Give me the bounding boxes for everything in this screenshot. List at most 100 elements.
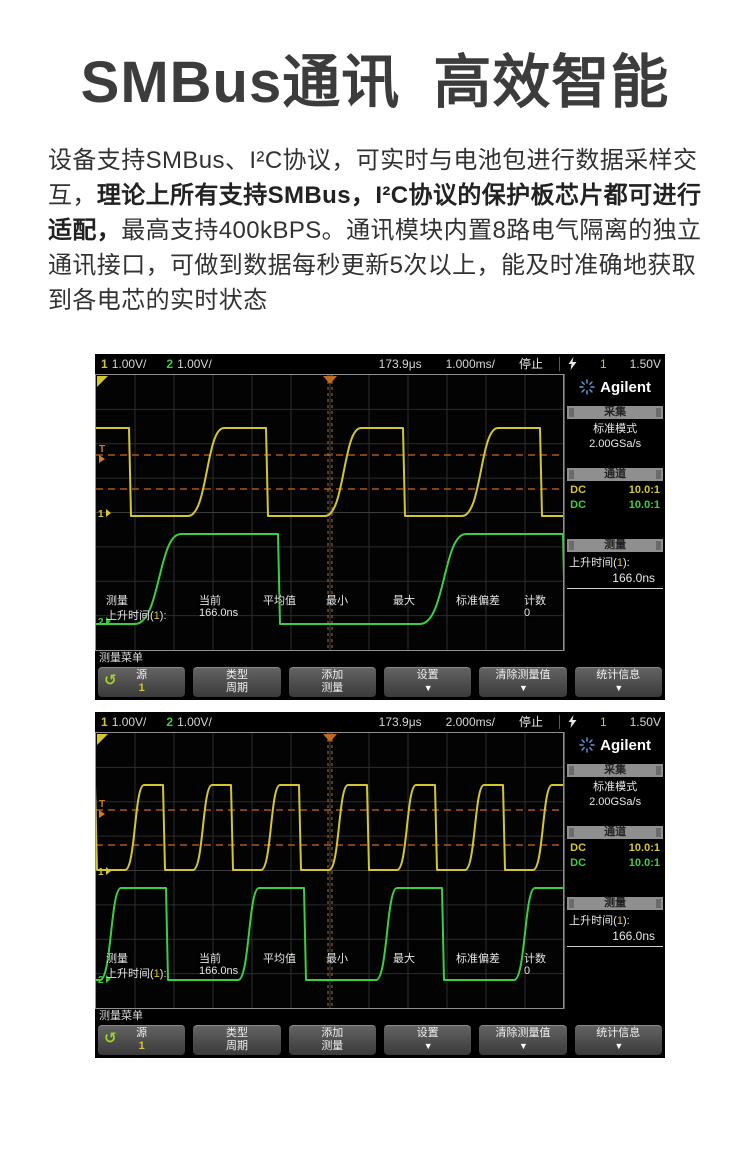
brand-name: Agilent [600,736,651,754]
acquire-mode: 标准模式 [593,780,638,793]
ch1-coupling: DC [570,483,587,496]
ch2-scale: 1.00V/ [177,356,212,371]
meas-col-header: 最小 [326,594,348,607]
trigger-source: 1 [599,356,607,371]
down-arrow-icon: ▼ [423,683,433,694]
meas-current-value: 166.0ns [199,964,239,977]
meas-col-header: 测量 [106,594,128,607]
svg-text:T: T [99,799,105,810]
scope-screenshots: 1 1.00V/ 2 1.00V/ 173.9μs 1.000ms/ 停止 1 … [0,353,750,1058]
oscilloscope-screenshot: 1 1.00V/ 2 1.00V/ 173.9μs 2.000ms/ 停止 1 … [95,711,665,1058]
softkey-clear-measurements[interactable]: 清除测量值 ▼ [479,1024,567,1055]
meas-row-label: 上升时间(1): [106,609,167,622]
softkey-clear-measurements[interactable]: 清除测量值 ▼ [479,666,567,697]
brand-name: Agilent [600,378,651,396]
down-arrow-icon: ▼ [519,1041,528,1052]
cycle-icon: ↺ [104,671,117,689]
ch1-coupling: DC [570,841,587,854]
sample-rate: 2.00GSa/s [589,437,642,450]
ch1-settings-row: DC 10.0:1 [565,841,665,856]
sidebar-meas-label: 上升时间(1): [569,914,630,927]
softkey-bar: ↺ 源 1 类型 周期 添加 测量 设置 ▼ 清除测量值 ▼ 统计信息 ▼ [95,1023,665,1058]
scope-status-bar: 1 1.00V/ 2 1.00V/ 173.9μs 1.000ms/ 停止 1 … [95,353,665,374]
oscilloscope-screenshot: 1 1.00V/ 2 1.00V/ 173.9μs 1.000ms/ 停止 1 … [95,353,665,700]
section-channels: 通道 [567,467,663,481]
meas-col-header: 最大 [393,594,415,607]
softkey-menu-title: 测量菜单 [95,650,665,666]
waveform-display: 1 2 T 测量 当前 平均值 最小 最大 标准偏差 计数 上升时间(1): 166… [95,731,565,1009]
delay-readout: 173.9μs [378,356,422,371]
scope-sidebar: Agilent 采集 标准模式 2.00GSa/s 通道 DC 10.0:1 D… [564,731,665,1009]
ch1-number: 1 [101,356,108,371]
meas-col-header: 当前 [199,952,221,965]
edge-trigger-icon [568,715,577,729]
svg-text:T: T [99,444,105,455]
meas-col-header: 最大 [393,952,415,965]
meas-current-value: 166.0ns [199,606,239,619]
softkey-type[interactable]: 类型 周期 [193,1024,281,1055]
softkey-add-measurement[interactable]: 添加 测量 [288,1024,376,1055]
intro-paragraph: 设备支持SMBus、I²C协议，可实时与电池包进行数据采样交互，理论上所有支持S… [48,143,716,318]
run-state-label: 停止 [518,357,543,372]
agilent-logo-icon [579,737,595,753]
agilent-logo-icon [579,379,595,395]
svg-text:2: 2 [98,975,104,986]
meas-col-header: 计数 [524,594,546,607]
ch1-scale: 1.00V/ [111,356,147,371]
ch2-settings-row: DC 10.0:1 [565,856,665,871]
softkey-type[interactable]: 类型 周期 [193,666,281,697]
ch2-number: 2 [166,356,174,371]
page-title: SMBus通讯 高效智能 [80,50,670,115]
brand-row: Agilent [565,374,665,400]
meas-count-value: 0 [524,606,531,619]
ch1-probe: 10.0:1 [628,483,660,496]
sidebar-meas-value: 166.0ns [567,570,663,589]
acquire-mode: 标准模式 [593,422,638,435]
ch2-scale: 1.00V/ [177,714,212,729]
trigger-info: 1 1.50V [559,714,665,729]
softkey-statistics[interactable]: 统计信息 ▼ [574,666,662,697]
meas-col-header: 测量 [106,952,128,965]
sidebar-meas-label: 上升时间(1): [569,556,630,569]
down-arrow-icon: ▼ [614,1041,623,1052]
softkey-settings[interactable]: 设置 ▼ [383,1024,472,1055]
softkey-bar: ↺ 源 1 类型 周期 添加 测量 设置 ▼ 清除测量值 ▼ 统计信息 ▼ [95,665,665,700]
section-measure: 测量 [567,896,663,910]
trigger-level: 1.50V [629,714,661,729]
softkey-add-measurement[interactable]: 添加 测量 [288,666,376,697]
sample-rate: 2.00GSa/s [589,795,642,808]
meas-row-label: 上升时间(1): [106,967,167,980]
timebase-readout: 1.000ms/ [445,356,495,371]
down-arrow-icon: ▼ [614,683,623,694]
ch2-number: 2 [166,714,174,729]
softkey-statistics[interactable]: 统计信息 ▼ [574,1024,662,1055]
delay-readout: 173.9μs [378,714,422,729]
run-state-label: 停止 [518,715,543,730]
edge-trigger-icon [568,357,577,371]
ch1-number: 1 [101,714,108,729]
softkey-menu-title: 测量菜单 [95,1008,665,1024]
section-acquire: 采集 [567,763,663,777]
ch1-settings-row: DC 10.0:1 [565,483,665,498]
meas-col-header: 平均值 [263,952,296,965]
timebase-readout: 2.000ms/ [445,714,495,729]
softkey-source[interactable]: ↺ 源 1 [98,666,186,697]
ch2-probe: 10.0:1 [628,856,660,869]
down-arrow-icon: ▼ [423,1041,433,1052]
meas-col-header: 平均值 [263,594,296,607]
softkey-source[interactable]: ↺ 源 1 [98,1024,186,1055]
meas-col-header: 标准偏差 [456,594,500,607]
meas-col-header: 当前 [199,594,221,607]
waveform-display: 1 2 T 测量 当前 平均值 最小 最大 标准偏差 计数 上升时间(1): 166… [95,373,565,651]
trigger-info: 1 1.50V [559,356,665,371]
meas-col-header: 计数 [524,952,546,965]
brand-row: Agilent [565,732,665,758]
meas-col-header: 最小 [326,952,348,965]
scope-sidebar: Agilent 采集 标准模式 2.00GSa/s 通道 DC 10.0:1 D… [564,373,665,651]
trigger-source: 1 [599,714,607,729]
section-acquire: 采集 [567,405,663,419]
softkey-settings[interactable]: 设置 ▼ [383,666,472,697]
meas-col-header: 标准偏差 [456,952,500,965]
ch2-coupling: DC [570,498,587,511]
trigger-level: 1.50V [629,356,661,371]
